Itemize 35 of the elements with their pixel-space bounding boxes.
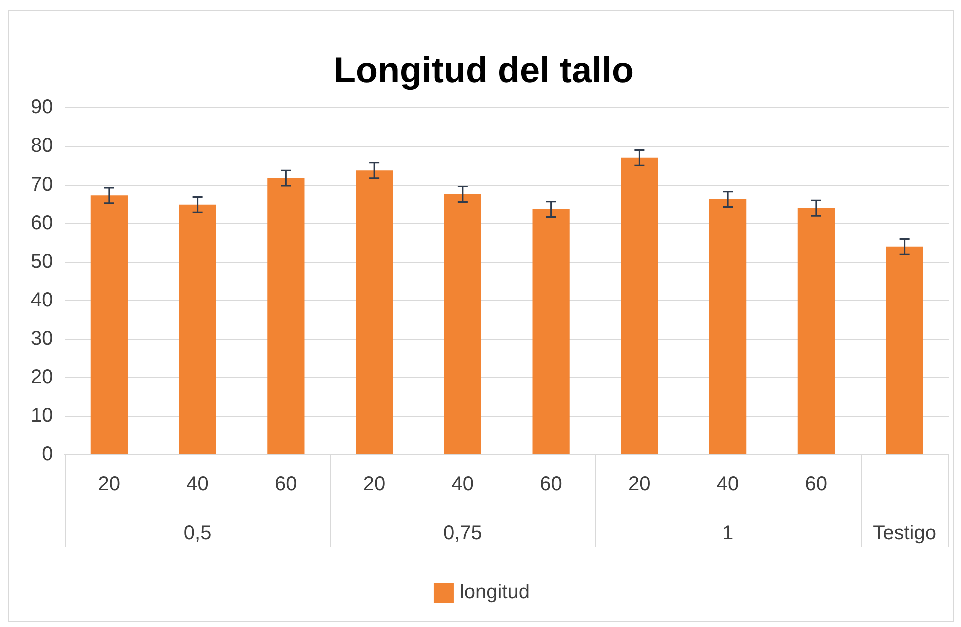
x-tick-label: 20 bbox=[363, 474, 386, 496]
bar bbox=[90, 196, 128, 454]
chart-title: Longitud del tallo bbox=[334, 50, 634, 91]
x-tick-label: 20 bbox=[98, 474, 121, 496]
bar bbox=[798, 208, 835, 454]
text: 1 bbox=[722, 522, 734, 545]
y-tick-label: 30 bbox=[30, 328, 54, 350]
bar bbox=[268, 178, 305, 454]
x-tick-label: 60 bbox=[275, 474, 298, 496]
text: 0,5 bbox=[184, 522, 212, 545]
x-tick-label: 60 bbox=[540, 474, 562, 496]
x-tick-label: 20 bbox=[628, 474, 651, 496]
bar bbox=[710, 200, 747, 454]
y-tick-label: 90 bbox=[30, 96, 54, 119]
y-tick-label: 20 bbox=[30, 366, 54, 388]
bar bbox=[356, 170, 394, 454]
x-tick-label: 60 bbox=[805, 474, 828, 496]
bar bbox=[621, 158, 658, 454]
bar bbox=[444, 194, 482, 454]
bar bbox=[886, 246, 924, 454]
bar bbox=[179, 204, 216, 454]
y-tick-label: 50 bbox=[30, 250, 54, 273]
x-tick-label: 40 bbox=[716, 474, 740, 496]
y-tick-label: 10 bbox=[30, 404, 54, 427]
bar bbox=[532, 210, 570, 454]
y-tick-label: 0 bbox=[42, 444, 54, 466]
legend-label: longitud bbox=[460, 582, 530, 604]
x-tick-label: 40 bbox=[186, 474, 209, 496]
x-tick-label: 40 bbox=[452, 474, 474, 496]
text: Testigo bbox=[873, 522, 936, 545]
y-tick-label: 70 bbox=[30, 174, 54, 196]
text: 0,75 bbox=[443, 522, 482, 545]
y-tick-label: 60 bbox=[30, 212, 54, 234]
y-tick-label: 80 bbox=[30, 135, 54, 158]
y-tick-label: 40 bbox=[30, 289, 54, 312]
